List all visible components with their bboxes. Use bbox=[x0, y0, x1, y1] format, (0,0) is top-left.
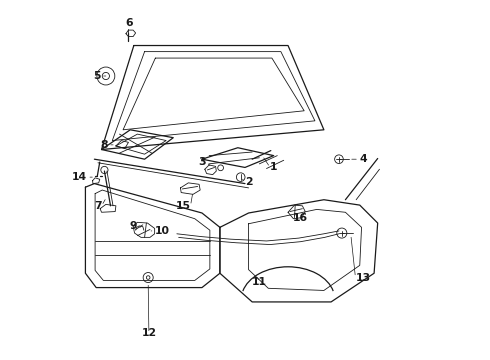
Text: 7: 7 bbox=[94, 201, 101, 211]
Text: 5: 5 bbox=[93, 71, 101, 81]
Text: 6: 6 bbox=[126, 18, 133, 28]
Text: 13: 13 bbox=[355, 273, 370, 283]
Text: 9: 9 bbox=[130, 221, 137, 231]
Text: 11: 11 bbox=[252, 277, 267, 287]
Text: 1: 1 bbox=[270, 162, 278, 172]
Text: 14: 14 bbox=[72, 172, 87, 182]
Text: 8: 8 bbox=[100, 140, 108, 150]
Text: 16: 16 bbox=[293, 213, 307, 222]
Text: 4: 4 bbox=[359, 154, 367, 164]
Text: 2: 2 bbox=[245, 177, 253, 187]
Text: 15: 15 bbox=[175, 201, 191, 211]
Text: 3: 3 bbox=[198, 157, 206, 167]
Text: 10: 10 bbox=[155, 226, 170, 236]
Text: 12: 12 bbox=[141, 328, 156, 338]
